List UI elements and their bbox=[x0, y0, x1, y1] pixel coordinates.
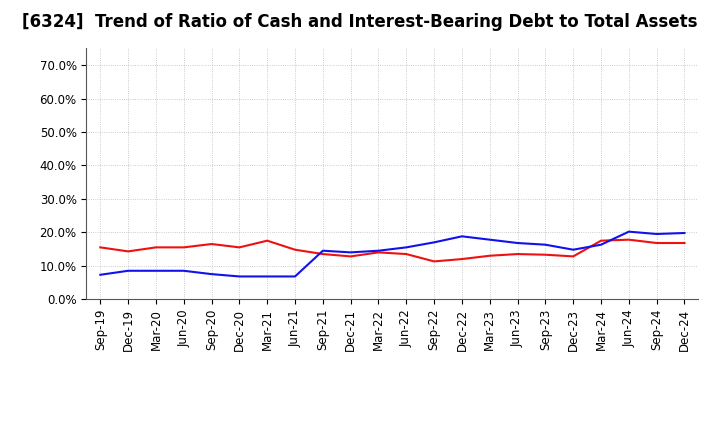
Interest-Bearing Debt bbox=[96, 272, 104, 278]
Cash bbox=[458, 257, 467, 262]
Interest-Bearing Debt bbox=[458, 234, 467, 239]
Cash bbox=[235, 245, 243, 250]
Cash bbox=[624, 237, 633, 242]
Cash bbox=[124, 249, 132, 254]
Interest-Bearing Debt bbox=[652, 231, 661, 237]
Cash bbox=[541, 252, 550, 257]
Cash bbox=[96, 245, 104, 250]
Cash bbox=[513, 251, 522, 257]
Cash bbox=[430, 259, 438, 264]
Cash bbox=[346, 254, 355, 259]
Cash bbox=[207, 242, 216, 247]
Interest-Bearing Debt bbox=[624, 229, 633, 234]
Interest-Bearing Debt bbox=[597, 242, 606, 247]
Interest-Bearing Debt bbox=[207, 271, 216, 277]
Cash bbox=[652, 240, 661, 246]
Interest-Bearing Debt bbox=[513, 240, 522, 246]
Interest-Bearing Debt bbox=[430, 240, 438, 245]
Interest-Bearing Debt bbox=[680, 231, 689, 236]
Interest-Bearing Debt bbox=[263, 274, 271, 279]
Cash bbox=[291, 247, 300, 253]
Interest-Bearing Debt bbox=[124, 268, 132, 273]
Cash bbox=[318, 251, 327, 257]
Cash bbox=[152, 245, 161, 250]
Cash bbox=[402, 251, 410, 257]
Interest-Bearing Debt bbox=[235, 274, 243, 279]
Interest-Bearing Debt bbox=[152, 268, 161, 273]
Legend: Cash, Interest-Bearing Debt: Cash, Interest-Bearing Debt bbox=[235, 436, 549, 440]
Interest-Bearing Debt bbox=[402, 245, 410, 250]
Interest-Bearing Debt bbox=[485, 237, 494, 242]
Cash bbox=[597, 238, 606, 243]
Interest-Bearing Debt bbox=[346, 250, 355, 255]
Interest-Bearing Debt bbox=[374, 248, 383, 253]
Interest-Bearing Debt bbox=[291, 274, 300, 279]
Cash bbox=[569, 254, 577, 259]
Cash bbox=[179, 245, 188, 250]
Interest-Bearing Debt bbox=[569, 247, 577, 253]
Text: [6324]  Trend of Ratio of Cash and Interest-Bearing Debt to Total Assets: [6324] Trend of Ratio of Cash and Intere… bbox=[22, 13, 698, 31]
Interest-Bearing Debt bbox=[541, 242, 550, 247]
Cash bbox=[680, 240, 689, 246]
Cash bbox=[263, 238, 271, 243]
Cash bbox=[485, 253, 494, 258]
Interest-Bearing Debt bbox=[179, 268, 188, 273]
Cash bbox=[374, 250, 383, 255]
Interest-Bearing Debt bbox=[318, 248, 327, 253]
Line: Cash: Cash bbox=[100, 240, 685, 261]
Line: Interest-Bearing Debt: Interest-Bearing Debt bbox=[100, 231, 685, 276]
